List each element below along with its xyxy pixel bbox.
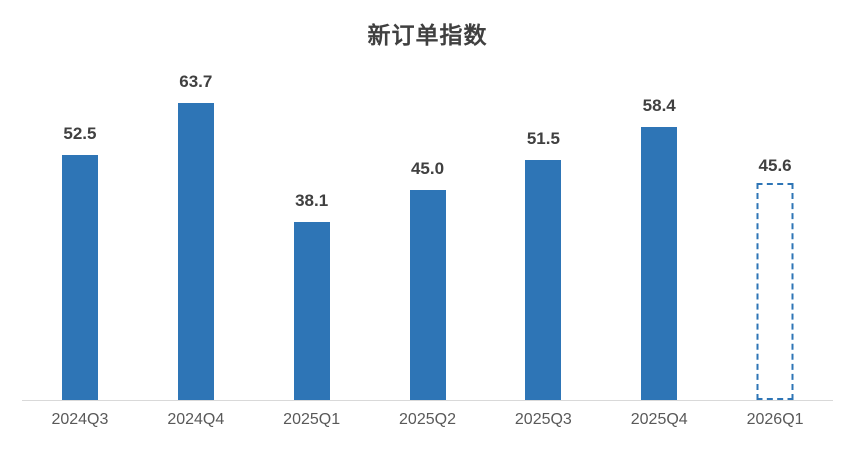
- bar-column: 45.0: [370, 60, 486, 400]
- data-label: 45.6: [758, 156, 792, 176]
- bar: [525, 159, 562, 400]
- forecast-bar: [756, 183, 794, 400]
- bar-column: 63.7: [138, 60, 254, 400]
- bar: [409, 190, 446, 400]
- data-label: 52.5: [63, 124, 97, 143]
- bar: [177, 102, 214, 400]
- data-label: 63.7: [179, 71, 213, 91]
- chart-title: 新订单指数: [367, 22, 488, 49]
- x-tick-label: 2025Q1: [283, 411, 341, 428]
- x-tick-label: 2025Q2: [399, 411, 456, 428]
- bar-column: 58.4: [601, 60, 717, 400]
- x-tick-label: 2024Q3: [51, 411, 109, 428]
- x-tick-label: 2026Q1: [746, 411, 804, 428]
- bar: [293, 222, 330, 400]
- bar-column: 51.5: [485, 60, 601, 400]
- x-axis-line: [22, 400, 833, 401]
- x-tick-label: 2024Q4: [167, 411, 225, 428]
- data-label: 51.5: [526, 128, 560, 148]
- x-tick-label: 2025Q4: [630, 411, 688, 428]
- bar-column: 52.5: [22, 60, 138, 400]
- bar: [641, 127, 678, 400]
- x-axis-ticks: 2024Q3 2024Q4 2025Q1 2025Q2 2025Q3 2025Q4 2026…: [22, 411, 833, 429]
- data-label: 38.1: [295, 191, 329, 211]
- x-tick-label: 2025Q3: [514, 411, 572, 428]
- bar-column: 45.6: [717, 60, 833, 400]
- plot-area: 52.5 63.7 38.1 45.0 51.5 58.4 45.6: [22, 60, 833, 400]
- bar-column: 38.1: [254, 60, 370, 400]
- data-label: 58.4: [642, 96, 676, 116]
- data-label: 45.0: [410, 159, 445, 178]
- bar: [61, 155, 98, 400]
